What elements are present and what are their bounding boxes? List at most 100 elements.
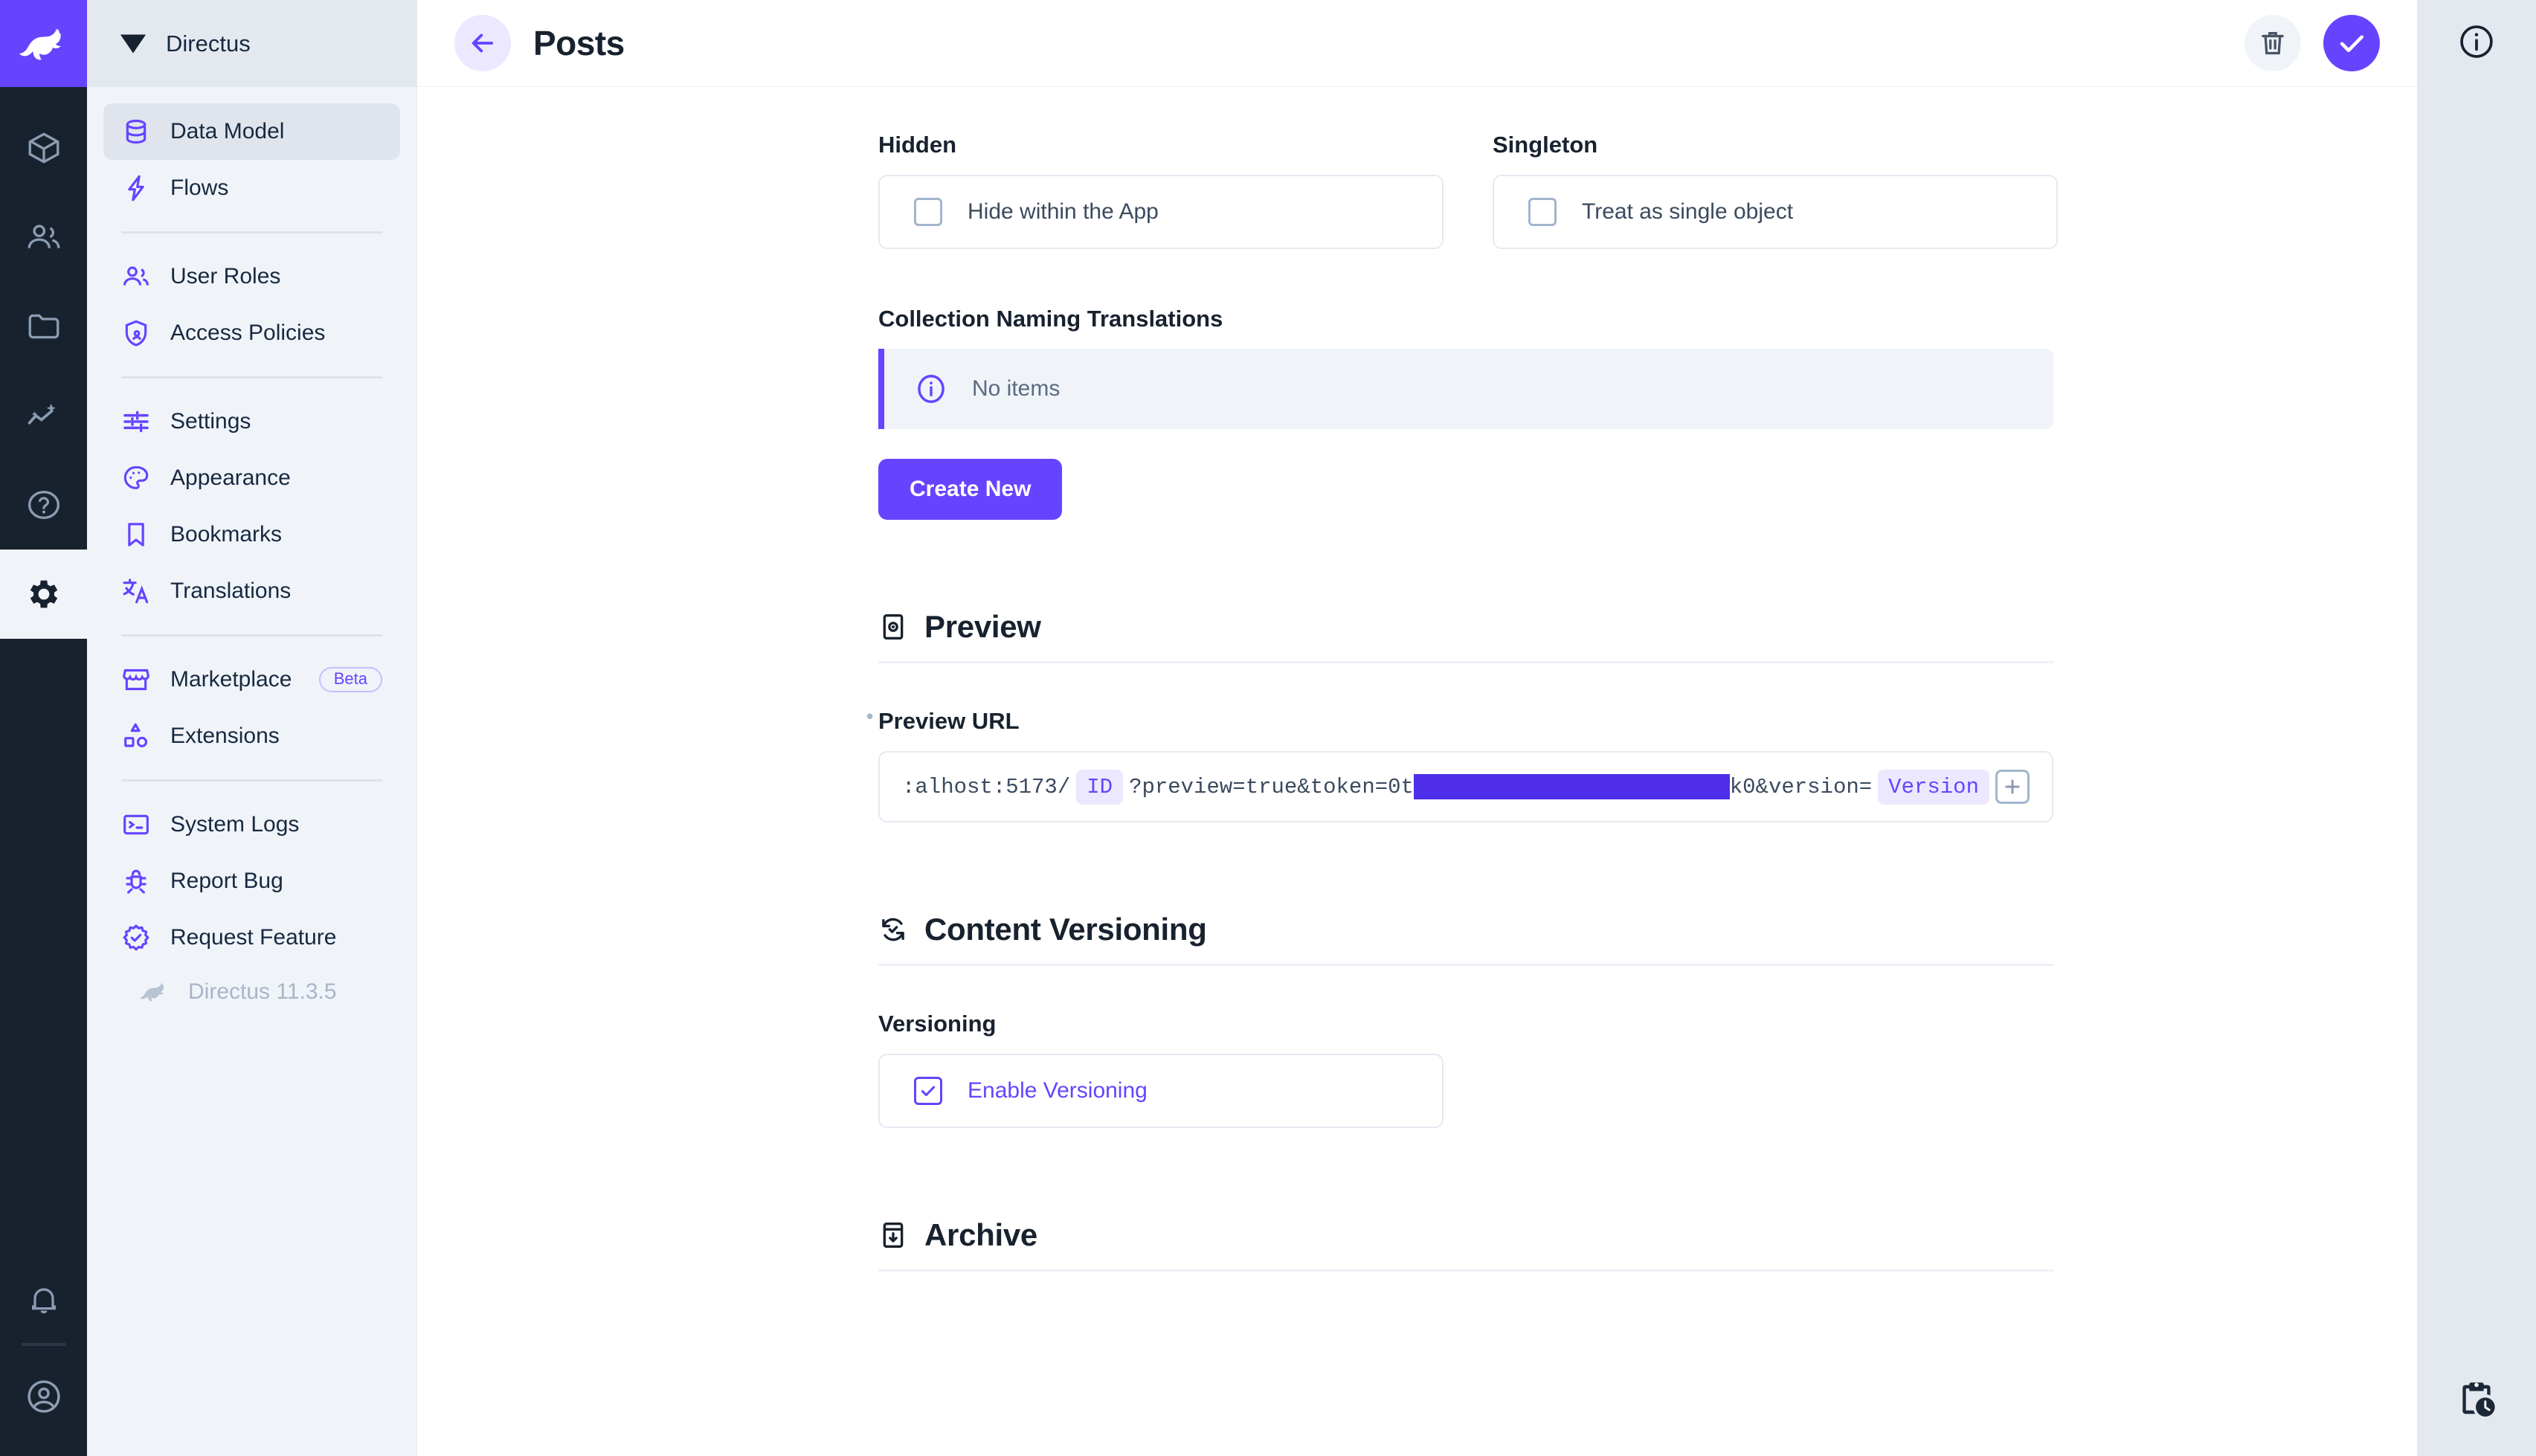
terminal-icon [123,814,149,835]
trash-icon [2262,32,2284,55]
rail-item-content[interactable] [0,103,87,193]
sidebar-item-label: Data Model [170,119,285,144]
rail-item-account[interactable] [0,1359,87,1434]
back-button[interactable] [454,15,511,71]
arrow-left-icon [472,33,494,53]
settings-form: Hidden Hide within the App Singleton Tre… [417,87,2417,1383]
sidebar-item-user-roles[interactable]: User Roles [103,248,400,305]
sidebar-item-extensions[interactable]: Extensions [103,708,400,764]
module-rail-items [0,87,87,639]
sidebar-item-system-logs[interactable]: System Logs [103,796,400,853]
rabbit-logo-icon [19,28,62,59]
rail-item-insights[interactable] [0,371,87,460]
sidebar-item-translations[interactable]: Translations [103,563,400,619]
box-icon [28,132,59,164]
sidebar-item-label: Access Policies [170,320,326,345]
archive-section-header: Archive [878,1217,2053,1272]
help-circle-icon [28,491,59,519]
url-redacted-token [1413,774,1730,799]
preview-section-header: Preview [878,609,2053,663]
rail-divider [21,1343,66,1346]
enable-versioning-checkbox[interactable]: Enable Versioning [878,1054,1444,1128]
rail-item-notifications[interactable] [0,1263,87,1337]
url-chip-id[interactable]: ID [1076,769,1124,805]
check-icon [2340,35,2364,53]
sidebar-item-label: Translations [170,579,292,603]
version-label: Directus 11.3.5 [188,979,337,1004]
preview-url-input[interactable]: :alhost:5173/ ID ?preview=true&token=0t … [878,751,2053,822]
toggles-row: Hidden Hide within the App Singleton Tre… [878,132,2417,249]
checkbox-unchecked-icon [1528,198,1557,226]
delete-button[interactable] [2244,15,2301,71]
translations-label: Collection Naming Translations [878,306,1223,332]
rail-item-users[interactable] [0,193,87,282]
right-sidebar-top [2417,0,2536,87]
sidebar-item-appearance[interactable]: Appearance [103,450,400,506]
settings-form-scroll[interactable]: Hidden Hide within the App Singleton Tre… [417,87,2417,1456]
info-circle-icon [918,375,944,403]
url-segment-version-key: k0&version= [1729,774,1873,799]
save-button[interactable] [2323,15,2380,71]
hide-within-app-checkbox[interactable]: Hide within the App [878,175,1444,249]
bug-icon [126,869,147,894]
rail-item-files[interactable] [0,282,87,371]
people-icon [28,225,59,248]
revisions-toggle[interactable] [2455,1382,2498,1424]
checkbox-checked-icon [914,1077,942,1105]
bell-icon [31,1288,56,1314]
sidebar-item-settings[interactable]: Settings [103,393,400,450]
url-segment-query: ?preview=true&token=0t [1129,774,1414,799]
preview-section-title: Preview [924,609,1041,644]
archive-section-title-row: Archive [878,1217,2053,1269]
versioning-field: Versioning Enable Versioning [878,1011,1444,1128]
versioning-label: Versioning [878,1011,997,1037]
preview-url-field: Preview URL :alhost:5173/ ID ?preview=tr… [866,705,2417,822]
database-icon [126,119,147,144]
hide-within-app-label: Hide within the App [968,199,1159,224]
url-chip-version[interactable]: Version [1878,769,1989,805]
sidebar-item-flows[interactable]: Flows [103,160,400,216]
singleton-label: Singleton [1493,132,1598,158]
rabbit-logo-icon [139,983,164,1002]
info-sidebar-toggle[interactable] [2457,22,2496,65]
sidebar-item-label: Request Feature [170,925,337,950]
add-variable-button[interactable] [1995,770,2030,804]
sidebar-item-label: Flows [170,175,229,200]
sidebar-item-label: Bookmarks [170,522,283,547]
enable-versioning-label: Enable Versioning [968,1078,1148,1103]
right-sidebar-bottom [2455,1378,2498,1456]
translations-empty-notice: No items [878,349,2053,429]
rotate-check-icon [882,918,904,941]
create-new-button[interactable]: Create New [878,459,1063,520]
directus-mark-icon [120,34,147,53]
section-rule [878,964,2053,966]
sidebar-item-request-feature[interactable]: Request Feature [103,909,400,966]
sidebar-item-report-bug[interactable]: Report Bug [103,853,400,909]
folder-icon [28,314,59,339]
sidebar-item-label: Appearance [170,466,291,490]
sidebar-item-data-model[interactable]: Data Model [103,103,400,160]
sidebar-item-access-policies[interactable]: Access Policies [103,305,400,361]
treat-as-single-object-checkbox[interactable]: Treat as single object [1493,175,2058,249]
rail-item-docs[interactable] [0,460,87,550]
info-outline-icon [2460,25,2493,58]
extensions-icon [124,723,148,747]
versioning-section-title-row: Content Versioning [878,912,2053,964]
translate-icon [123,579,149,604]
sidebar-item-marketplace[interactable]: Marketplace Beta [103,651,400,708]
sidebar-item-bookmarks[interactable]: Bookmarks [103,506,400,563]
sidebar-item-label: Report Bug [170,869,283,893]
bolt-icon [128,175,144,202]
collection-naming-translations-field: Collection Naming Translations No items … [878,306,2417,520]
plus-icon [2005,779,2020,794]
url-segment-host: :alhost:5173/ [902,774,1071,799]
check-icon [921,1086,936,1097]
directus-logo[interactable] [0,0,87,87]
sidebar-item-label: Marketplace [170,667,292,692]
palette-icon [123,466,149,489]
rail-item-settings[interactable] [0,550,87,639]
versioning-section-title: Content Versioning [924,912,1207,947]
bottom-spacer [878,1272,2417,1383]
sidebar-divider [121,634,382,637]
sidebar-item-label: System Logs [170,812,300,837]
